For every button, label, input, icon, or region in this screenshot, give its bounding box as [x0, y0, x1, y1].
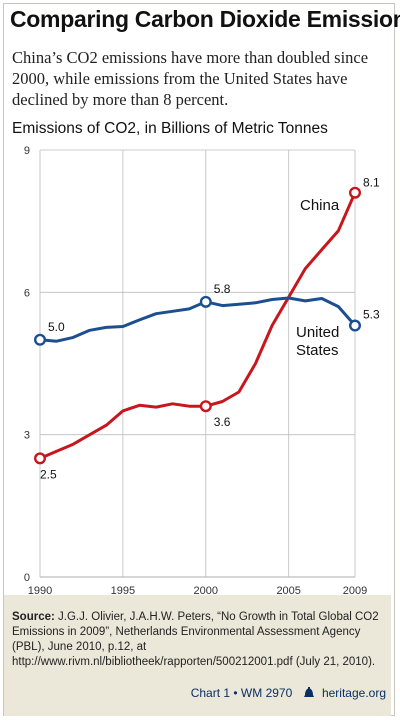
- chart-subtitle: China’s CO2 emissions have more than dou…: [12, 48, 369, 109]
- chart-credit: Chart 1 • WM 2970 heritage.org: [191, 686, 386, 700]
- data-label: 3.6: [214, 415, 231, 429]
- x-tick-label: 1995: [111, 585, 135, 597]
- united-states-series-line: [38, 296, 357, 343]
- y-axis-label: Emissions of CO2, in Billions of Metric …: [12, 120, 328, 137]
- united-states-data-point-marker: [349, 319, 362, 332]
- grid-layer: [39, 149, 356, 578]
- x-tick-label: 2005: [276, 585, 300, 597]
- united-states-data-point-marker: [199, 295, 212, 308]
- series-name-label: China: [300, 197, 340, 214]
- chart-id: Chart 1 • WM 2970: [190, 686, 293, 700]
- x-tick-label: 2000: [194, 585, 218, 597]
- series-name-label: States: [296, 342, 339, 359]
- series-name-label: United: [296, 324, 339, 341]
- united-states-data-point-marker: [34, 333, 47, 346]
- chart-title: Comparing Carbon Dioxide Emissions: [10, 6, 400, 32]
- data-label: 5.0: [48, 320, 65, 334]
- china-data-point-marker: [34, 452, 47, 465]
- source-text: J.G.J. Olivier, J.A.H.W. Peters, “No Gro…: [12, 611, 379, 668]
- tick-label-layer: 0 3 6 9 1990 1995 2000 2005 2009: [24, 145, 367, 597]
- data-label: 8.1: [363, 176, 380, 190]
- china-data-point-marker: [349, 186, 362, 199]
- x-tick-label: 2009: [343, 585, 367, 597]
- data-label: 2.5: [40, 467, 57, 481]
- site-name: heritage.org: [321, 686, 386, 700]
- line-chart: 0 3 6 9 1990 1995 2000 2005 2009 2.5 3.6 8.1 5.0 5.8…: [24, 145, 380, 597]
- source-label: Source:: [12, 611, 55, 623]
- y-tick-label: 9: [24, 145, 30, 157]
- data-label: 5.8: [214, 282, 231, 296]
- y-tick-label: 0: [24, 572, 30, 584]
- series-layer: [38, 191, 357, 460]
- y-tick-label: 6: [24, 287, 30, 299]
- data-label: 5.3: [363, 308, 380, 322]
- y-tick-label: 3: [24, 430, 30, 442]
- x-tick-label: 1990: [28, 585, 52, 597]
- china-data-point-marker: [199, 400, 212, 413]
- liberty-bell-icon: [303, 687, 314, 697]
- source-note: Source: J.G.J. Olivier, J.A.H.W. Peters,…: [12, 610, 382, 670]
- marker-layer: [34, 186, 362, 465]
- china-series-line: [38, 191, 357, 460]
- footer-panel: [4, 595, 391, 716]
